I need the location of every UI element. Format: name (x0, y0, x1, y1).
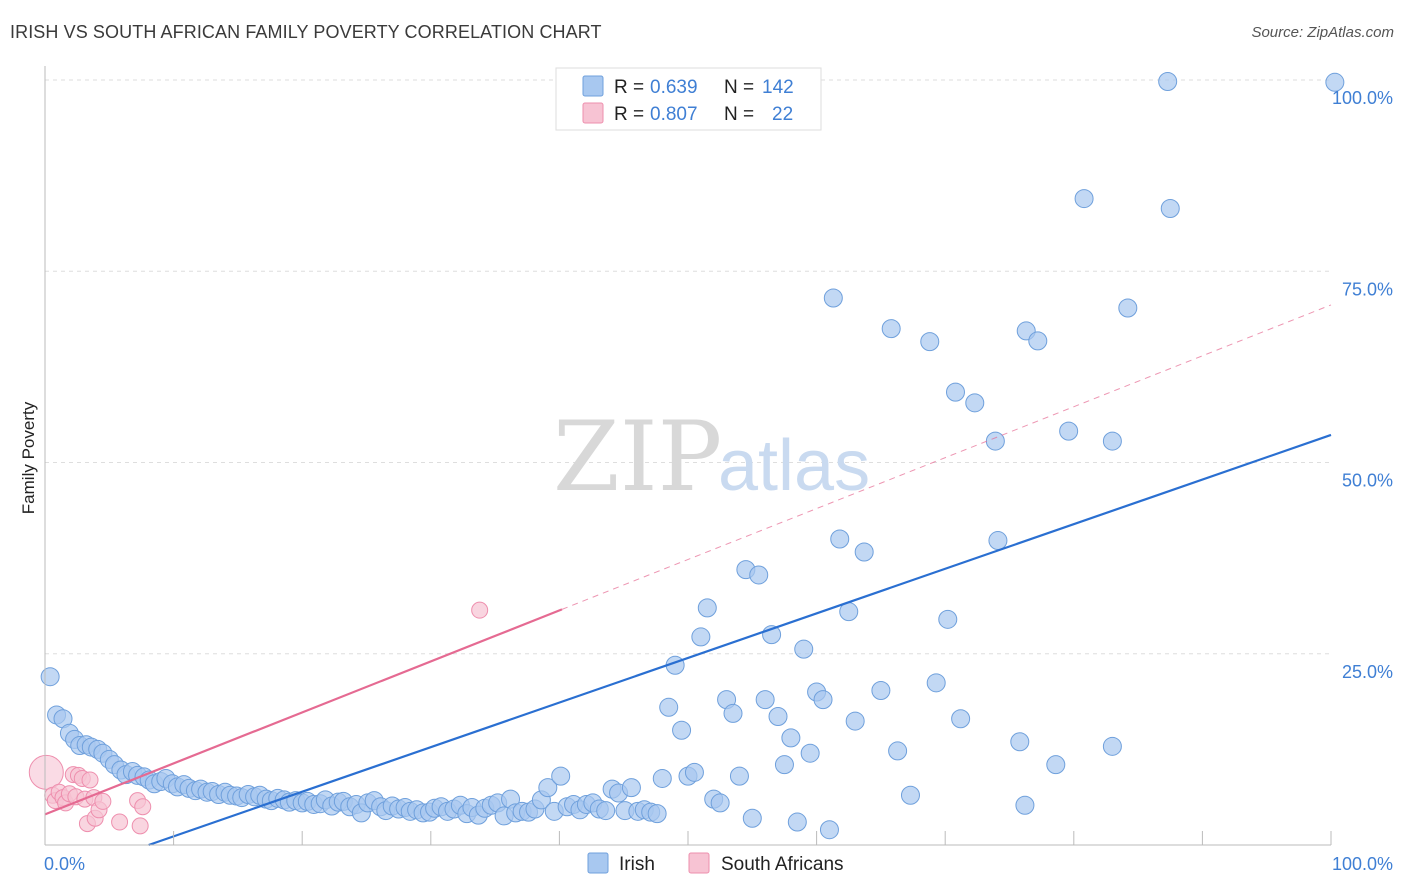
legend-swatch-south-africans (582, 102, 604, 124)
irish-point-155 (1158, 72, 1178, 92)
irish-point-157 (1325, 72, 1345, 92)
irish-point-104 (672, 720, 692, 740)
irish-point-101 (652, 768, 672, 788)
chart-title: IRISH VS SOUTH AFRICAN FAMILY POVERTY CO… (10, 22, 602, 42)
irish-point-113 (729, 766, 749, 786)
south-africans-point-0 (28, 754, 64, 790)
watermark: ZIP atlas (553, 401, 870, 513)
irish-point-102 (659, 697, 679, 717)
south-africans-point-18 (111, 813, 129, 831)
irish-point-152 (1102, 736, 1122, 756)
irish-point-0 (40, 667, 60, 687)
south-africans-point-21 (134, 798, 152, 816)
irish-point-145 (1010, 732, 1030, 752)
irish-points (40, 72, 1345, 840)
y-tick-label-1: 50.0% (1342, 471, 1393, 491)
legend-n-label-south-africans: N = (724, 104, 754, 125)
irish-point-156 (1160, 199, 1180, 219)
irish-point-132 (854, 542, 874, 562)
irish-point-136 (900, 785, 920, 805)
irish-point-139 (938, 609, 958, 629)
irish-point-128 (823, 288, 843, 308)
y-tick-label-2: 75.0% (1342, 279, 1393, 299)
irish-point-135 (888, 741, 908, 761)
irish-point-141 (951, 709, 971, 729)
irish-point-151 (1074, 189, 1094, 209)
irish-point-108 (697, 598, 717, 618)
legend-n-value-irish: 142 (762, 77, 794, 98)
legend-bottom-swatch-south-africans (688, 852, 710, 874)
irish-point-119 (768, 706, 788, 726)
irish-point-85 (551, 766, 571, 786)
south-africans-trend-line (44, 608, 563, 816)
y-axis-label: Family Poverty (19, 401, 38, 514)
irish-point-112 (723, 703, 743, 723)
irish-point-149 (1046, 755, 1066, 775)
irish-point-122 (787, 812, 807, 832)
irish-point-138 (926, 673, 946, 693)
irish-point-134 (881, 319, 901, 339)
legend-r-value-irish: 0.639 (650, 77, 698, 98)
irish-point-129 (830, 529, 850, 549)
irish-point-115 (742, 808, 762, 828)
legend-bottom: Irish South Africans (587, 852, 844, 875)
legend-n-value-south-africans: 22 (772, 104, 793, 125)
watermark-atlas: atlas (718, 426, 870, 506)
legend-bottom-label-irish: Irish (619, 854, 655, 875)
y-tick-label-0: 25.0% (1342, 662, 1393, 682)
irish-point-142 (965, 393, 985, 413)
irish-point-106 (684, 762, 704, 782)
trend-lines (44, 304, 1332, 847)
south-africans-point-20 (131, 817, 149, 835)
irish-point-133 (871, 680, 891, 700)
irish-point-100 (647, 804, 667, 824)
legend-top: R = 0.639 N = 142 R = 0.807 N = 22 (555, 67, 822, 131)
y-tick-label-3: 100.0% (1332, 88, 1393, 108)
irish-trend-line (148, 433, 1332, 847)
legend-n-label-irish: N = (724, 77, 754, 98)
legend-r-label-irish: R = (614, 77, 644, 98)
legend-r-label-south-africans: R = (614, 104, 644, 125)
south-africans-point-22 (471, 601, 489, 619)
south-africans-point-13 (81, 771, 99, 789)
legend-r-value-south-africans: 0.807 (650, 104, 698, 125)
irish-point-124 (800, 743, 820, 763)
irish-point-120 (774, 755, 794, 775)
south-africans-trend-extension (561, 304, 1332, 610)
x-tick-label-0: 0.0% (44, 854, 85, 874)
irish-point-148 (1028, 331, 1048, 351)
irish-point-131 (845, 711, 865, 731)
grid-lines (45, 79, 1331, 655)
irish-point-144 (988, 531, 1008, 551)
irish-point-123 (794, 639, 814, 659)
legend-bottom-label-south-africans: South Africans (721, 854, 844, 875)
watermark-zip: ZIP (553, 401, 722, 513)
axes: 25.0% 50.0% 75.0% 100.0% 0.0% 100.0% (44, 66, 1393, 874)
legend-bottom-swatch-irish (587, 852, 609, 874)
irish-point-110 (710, 793, 730, 813)
irish-point-140 (945, 382, 965, 402)
irish-point-154 (1118, 298, 1138, 318)
south-africans-point-17 (94, 792, 112, 810)
irish-point-146 (1015, 795, 1035, 815)
irish-point-117 (755, 690, 775, 710)
irish-point-127 (819, 820, 839, 840)
source-credit: Source: ZipAtlas.com (1251, 24, 1394, 41)
irish-point-126 (813, 690, 833, 710)
irish-point-83 (538, 778, 558, 798)
x-tick-label-1: 100.0% (1332, 854, 1393, 874)
irish-point-153 (1102, 431, 1122, 451)
irish-point-137 (920, 332, 940, 352)
irish-point-116 (749, 565, 769, 585)
irish-point-121 (781, 728, 801, 748)
irish-point-96 (621, 778, 641, 798)
irish-point-107 (691, 627, 711, 647)
irish-point-150 (1059, 421, 1079, 441)
legend-swatch-irish (582, 75, 604, 97)
irish-point-92 (596, 801, 616, 821)
